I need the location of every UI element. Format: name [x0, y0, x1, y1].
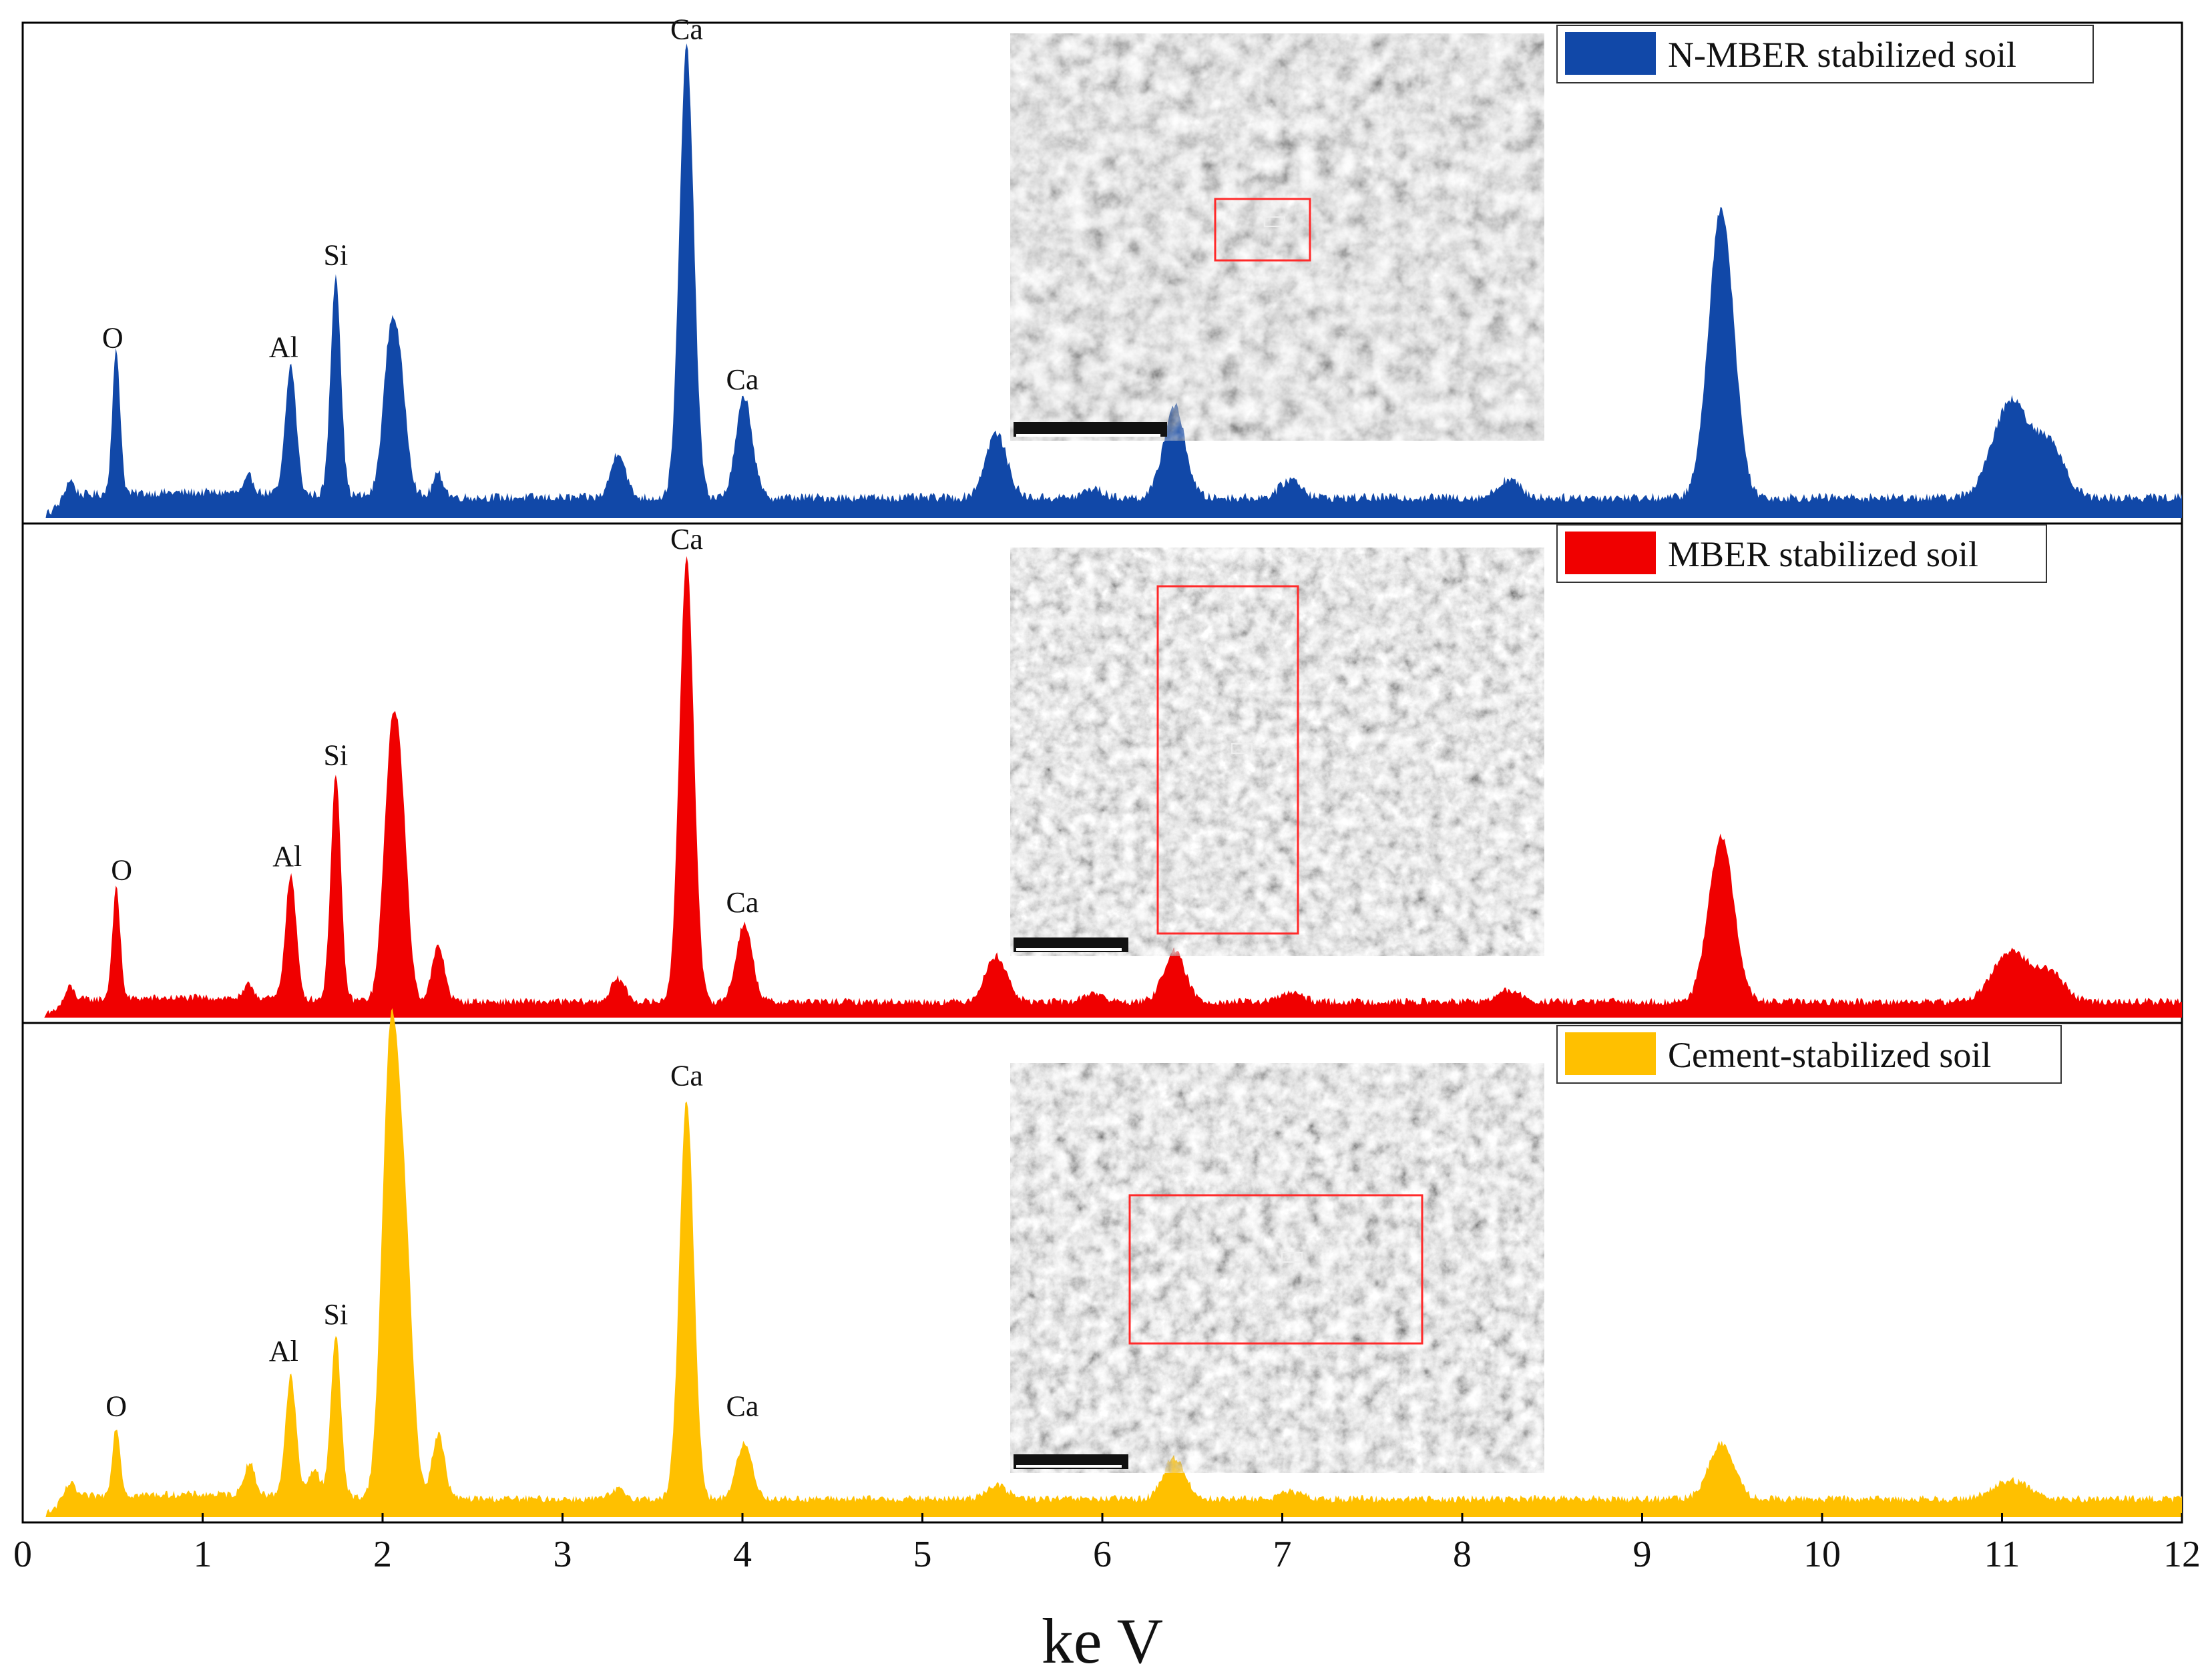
sem-image: [1010, 33, 1544, 441]
peak-label-ca-4: Ca: [726, 363, 759, 396]
x-tick-label-4: 4: [733, 1534, 752, 1575]
peak-label-ca-4: Ca: [726, 886, 759, 919]
x-axis: 0 1 2 3 4 5 6 7 8 9 10 11 12: [13, 1513, 2201, 1575]
x-tick-label-6: 6: [1093, 1534, 1112, 1575]
sem-scale-bar: [1016, 1465, 1122, 1468]
panel-n-mber: O Al Si Ca Ca N-MBER stabilized soil: [21, 13, 2183, 525]
legend-cement: Cement-stabilized soil: [1556, 1025, 2062, 1084]
x-tick-label-9: 9: [1633, 1534, 1652, 1575]
legend-swatch: [1565, 1032, 1656, 1075]
x-tick-label-7: 7: [1273, 1534, 1292, 1575]
sem-inset-mber: [1010, 548, 1544, 956]
sem-image: [1010, 548, 1544, 956]
sem-image: [1010, 1063, 1544, 1473]
x-tick-label-5: 5: [913, 1534, 932, 1575]
peak-label-al-1: Al: [272, 840, 302, 873]
panel-cement: O Al Si Ca Ca Cement-stabilized soil: [21, 1008, 2183, 1524]
x-tick-label-8: 8: [1453, 1534, 1472, 1575]
peak-label-al-1: Al: [269, 331, 298, 364]
sem-scale-bar: [1016, 434, 1160, 437]
sem-selection-box: [1156, 585, 1299, 935]
legend-swatch: [1565, 532, 1656, 574]
x-tick-label-2: 2: [373, 1534, 392, 1575]
sem-inset-n-mber: [1010, 33, 1544, 441]
sem-point-marker: [1281, 1252, 1303, 1263]
peak-label-o-0: O: [105, 1390, 127, 1423]
legend-label: Cement-stabilized soil: [1668, 1035, 1991, 1075]
peak-label-ca-3: Ca: [670, 13, 703, 45]
peak-label-ca-3: Ca: [670, 1059, 703, 1092]
sem-inset-cement: [1010, 1063, 1544, 1473]
legend-swatch: [1565, 32, 1656, 75]
sem-scale-bar: [1016, 948, 1122, 951]
peak-labels: O Al Si Ca Ca: [102, 13, 759, 395]
peak-label-o-0: O: [102, 322, 124, 355]
x-tick-label-12: 12: [2163, 1534, 2201, 1575]
sem-selection-box: [1128, 1194, 1423, 1345]
peak-label-ca-3: Ca: [670, 523, 703, 556]
legend-label: N-MBER stabilized soil: [1668, 35, 2016, 75]
peak-label-ca-4: Ca: [726, 1390, 759, 1423]
sem-point-marker: [1264, 216, 1285, 227]
peak-label-o-0: O: [111, 854, 132, 887]
x-tick-label-3: 3: [554, 1534, 572, 1575]
legend-label: MBER stabilized soil: [1668, 534, 1978, 574]
peak-label-al-1: Al: [269, 1335, 298, 1368]
panel-mber: O Al Si Ca Ca MBER stabilized soil: [21, 522, 2183, 1024]
x-tick-label-1: 1: [194, 1534, 212, 1575]
x-tick-label-11: 11: [1984, 1534, 2020, 1575]
peak-label-si-2: Si: [324, 239, 349, 272]
peak-labels: O Al Si Ca Ca: [111, 523, 758, 919]
x-tick-label-10: 10: [1803, 1534, 1841, 1575]
sem-selection-box: [1214, 198, 1311, 262]
x-axis-title: ke V: [1042, 1605, 1163, 1676]
legend-mber: MBER stabilized soil: [1556, 524, 2047, 583]
peak-labels: O Al Si Ca Ca: [105, 1059, 758, 1422]
sem-point-marker: [1231, 743, 1253, 754]
sem-scale-bar-box: [1014, 422, 1167, 437]
peak-label-si-2: Si: [324, 1298, 349, 1331]
x-tick-label-0: 0: [13, 1534, 32, 1575]
legend-n-mber: N-MBER stabilized soil: [1556, 25, 2094, 83]
peak-label-si-2: Si: [324, 739, 349, 772]
